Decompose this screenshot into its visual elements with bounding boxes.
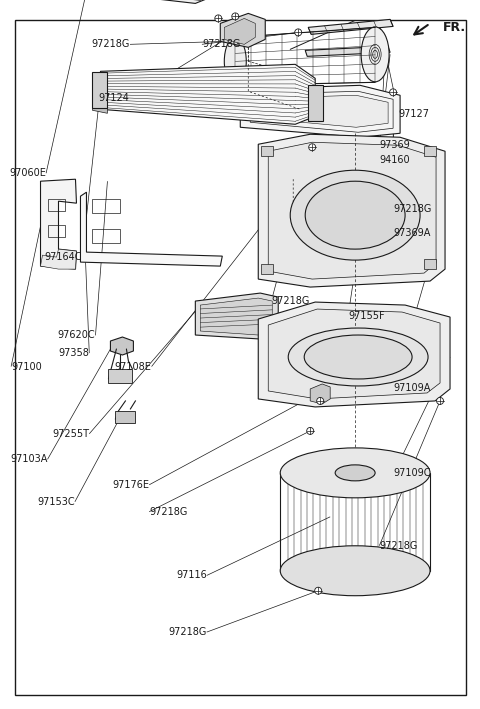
Text: 97127: 97127	[398, 108, 430, 118]
Bar	[93, 199, 120, 213]
Text: 97218G: 97218G	[149, 507, 188, 517]
Text: 97218G: 97218G	[202, 39, 240, 50]
Polygon shape	[350, 138, 392, 169]
Ellipse shape	[361, 27, 389, 82]
Circle shape	[309, 144, 316, 151]
Text: 97100: 97100	[11, 362, 42, 372]
Ellipse shape	[280, 546, 430, 596]
Text: 97060E: 97060E	[9, 168, 46, 178]
Polygon shape	[224, 18, 255, 45]
Bar	[48, 225, 65, 237]
Circle shape	[315, 587, 322, 594]
Polygon shape	[200, 298, 272, 335]
Bar	[424, 146, 436, 156]
Circle shape	[317, 398, 324, 404]
Bar	[48, 199, 65, 211]
Text: 97124: 97124	[98, 93, 129, 103]
Bar	[93, 72, 108, 108]
Ellipse shape	[290, 170, 420, 260]
Bar	[424, 259, 436, 269]
Text: 97369: 97369	[379, 140, 410, 150]
Ellipse shape	[335, 465, 375, 481]
Text: 97218G: 97218G	[379, 541, 418, 551]
Text: 97218G: 97218G	[168, 627, 207, 637]
Polygon shape	[110, 337, 133, 355]
Text: FR.: FR.	[443, 21, 466, 35]
Polygon shape	[268, 143, 436, 279]
Polygon shape	[282, 174, 305, 223]
Circle shape	[436, 398, 444, 404]
Bar	[115, 411, 135, 423]
Text: 97218G: 97218G	[272, 296, 310, 306]
Polygon shape	[305, 46, 390, 56]
Circle shape	[232, 13, 239, 20]
Text: 97155F: 97155F	[348, 311, 385, 320]
Bar	[308, 85, 323, 121]
Text: 97164C: 97164C	[45, 252, 82, 262]
Text: 97108E: 97108E	[115, 362, 152, 372]
Text: 97620C: 97620C	[58, 330, 96, 340]
Text: 97218G: 97218G	[394, 203, 432, 213]
Bar	[261, 264, 273, 274]
Polygon shape	[40, 249, 76, 269]
Polygon shape	[258, 302, 450, 407]
Text: 97109C: 97109C	[394, 469, 431, 479]
Text: 94160: 94160	[379, 155, 410, 164]
Text: 97153C: 97153C	[37, 497, 75, 507]
Polygon shape	[220, 13, 265, 48]
Text: 97369A: 97369A	[394, 228, 431, 238]
Polygon shape	[258, 95, 388, 128]
Polygon shape	[90, 0, 216, 4]
Polygon shape	[240, 85, 400, 138]
Polygon shape	[100, 65, 315, 124]
Ellipse shape	[305, 182, 405, 249]
Text: 97218G: 97218G	[92, 39, 130, 50]
Polygon shape	[258, 134, 445, 287]
Bar	[108, 369, 132, 383]
Ellipse shape	[280, 448, 430, 498]
Polygon shape	[81, 192, 222, 266]
Polygon shape	[310, 384, 330, 404]
Text: 97109A: 97109A	[394, 384, 431, 393]
Polygon shape	[268, 309, 440, 399]
Text: 97358: 97358	[59, 348, 89, 358]
Text: 97176E: 97176E	[112, 480, 149, 490]
Polygon shape	[40, 179, 76, 269]
Polygon shape	[93, 102, 108, 113]
Text: 97255T: 97255T	[52, 429, 89, 439]
Circle shape	[390, 89, 396, 96]
Text: 97116: 97116	[176, 571, 207, 581]
Ellipse shape	[304, 335, 412, 379]
Circle shape	[215, 15, 222, 22]
Ellipse shape	[288, 328, 428, 386]
Polygon shape	[310, 368, 348, 399]
Bar	[261, 146, 273, 156]
Polygon shape	[195, 293, 278, 339]
Text: 97103A: 97103A	[10, 454, 48, 464]
Bar	[93, 229, 120, 243]
Circle shape	[307, 428, 314, 435]
Ellipse shape	[224, 38, 246, 85]
Polygon shape	[308, 19, 393, 34]
Circle shape	[295, 29, 302, 36]
